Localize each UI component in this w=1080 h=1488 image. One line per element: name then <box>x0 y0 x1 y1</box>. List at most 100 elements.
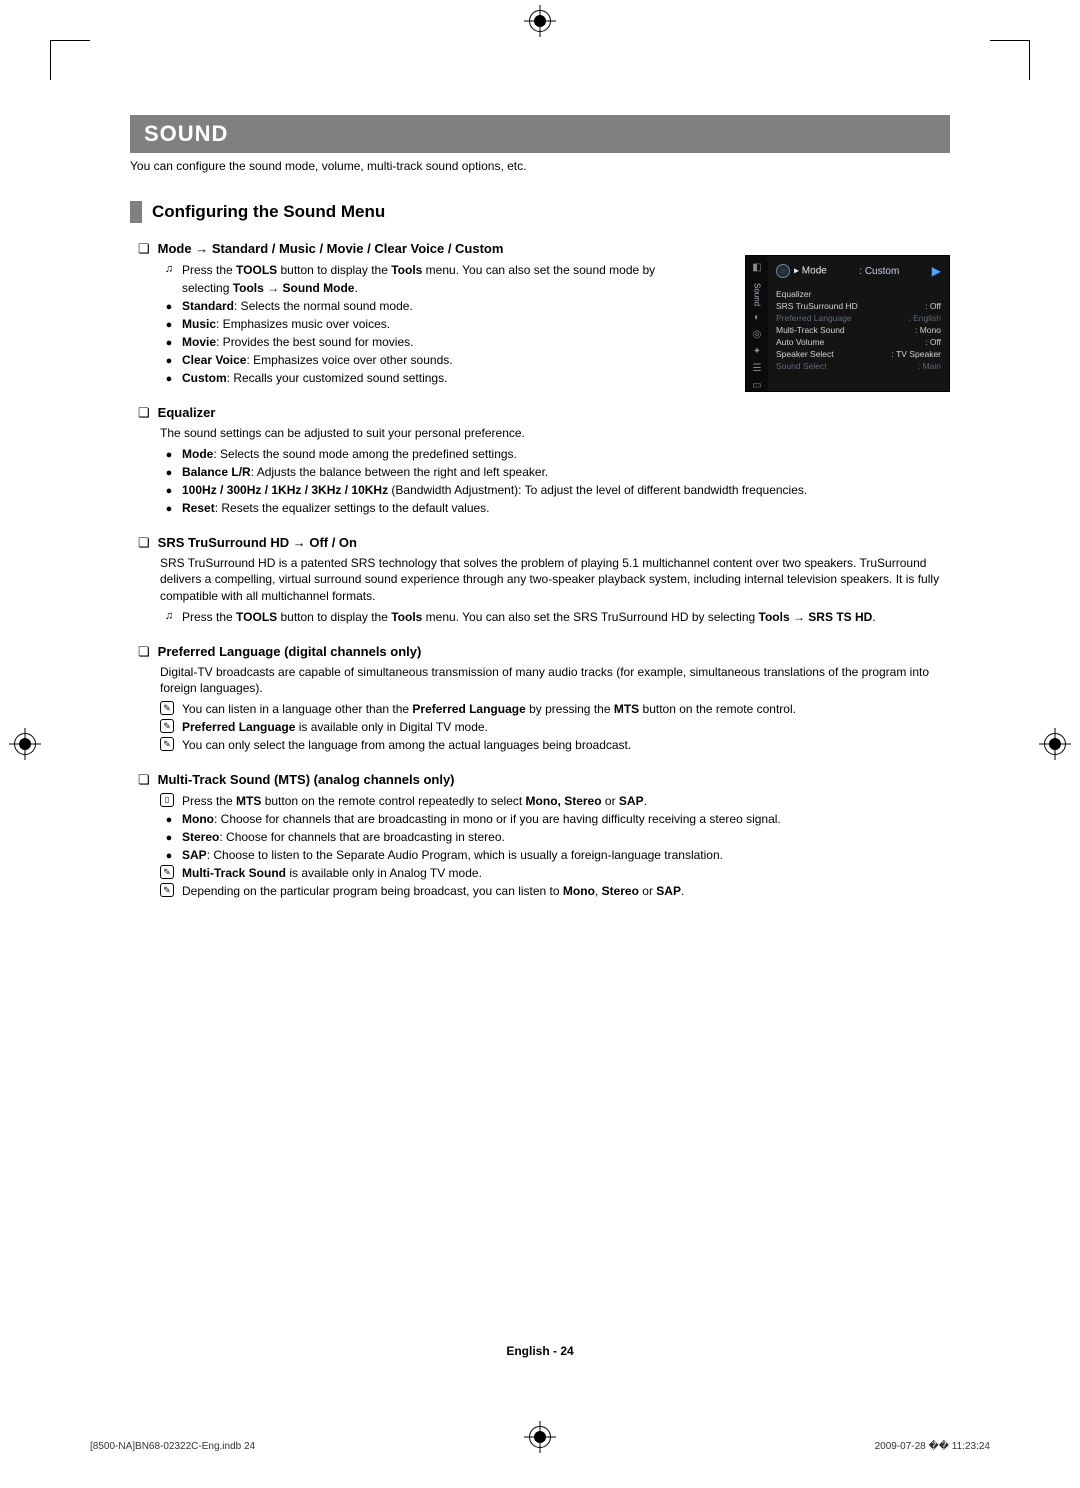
osd-row: SRS TruSurround HD: Off <box>774 300 943 312</box>
text-bold: Preferred Language <box>412 702 525 716</box>
subsection-heading: SRS TruSurround HD → Off / On <box>138 535 950 551</box>
intro-text: You can configure the sound mode, volume… <box>130 159 950 173</box>
list-item: ✎ Multi-Track Sound is available only in … <box>160 864 950 882</box>
text: or <box>602 794 619 808</box>
text-bold: Movie <box>182 335 216 349</box>
text-bold: MTS <box>236 794 261 808</box>
text: You can only select the language from am… <box>182 738 631 752</box>
text-bold: MTS <box>614 702 639 716</box>
remote-icon: ▯ <box>160 793 174 807</box>
osd-row-value: : Off <box>925 301 941 311</box>
subsection-mode: Mode → Standard / Music / Movie / Clear … <box>138 241 678 387</box>
text-bold: Balance L/R <box>182 465 251 479</box>
text-bold: SAP <box>619 794 644 808</box>
text-bold: SAP <box>182 848 207 862</box>
list-item: ●100Hz / 300Hz / 1KHz / 3KHz / 10KHz (Ba… <box>160 481 950 499</box>
subsection-srs: SRS TruSurround HD → Off / On SRS TruSur… <box>138 535 950 626</box>
tool-icon: ♫ <box>160 261 178 278</box>
bullet-icon: ● <box>160 447 178 464</box>
list-item: ●Movie: Provides the best sound for movi… <box>160 333 678 351</box>
footer-filename: [8500-NA]BN68-02322C-Eng.indb 24 <box>90 1441 255 1452</box>
footer-timestamp: 2009-07-28 �� 11:23:24 <box>875 1441 990 1452</box>
text-bold: Preferred Language <box>182 720 295 734</box>
osd-row: Auto Volume: Off <box>774 336 943 348</box>
osd-sidebar: ◧ Sound ◐ ◎ ✦ ☰ ▭ <box>746 256 768 391</box>
text-bold: TOOLS <box>236 263 277 277</box>
note-icon: ✎ <box>160 865 174 879</box>
page-number: English - 24 <box>506 1344 573 1358</box>
bullet-icon: ● <box>160 501 178 518</box>
osd-sidebar-icon: ✦ <box>753 346 761 357</box>
osd-selected-row: ▸ Mode : Custom ▶ <box>774 260 943 286</box>
text-bold: Multi-Track Sound <box>182 866 286 880</box>
registration-mark <box>529 10 551 32</box>
subsection-heading: Mode → Standard / Music / Movie / Clear … <box>138 241 678 257</box>
osd-row-value: : TV Speaker <box>892 349 941 359</box>
text: by pressing the <box>526 702 614 716</box>
text-bold: Mode <box>182 447 213 461</box>
osd-sidebar-label: Sound <box>753 279 762 306</box>
gear-icon <box>776 264 790 278</box>
subsection-heading: Preferred Language (digital channels onl… <box>138 644 950 660</box>
list-item: ● SAP: Choose to listen to the Separate A… <box>160 846 950 864</box>
text-bold: Mono <box>182 812 214 826</box>
text: is available only in Digital TV mode. <box>295 720 488 734</box>
registration-mark <box>14 733 36 755</box>
osd-body: ▸ Mode : Custom ▶ Equalizer SRS TruSurro… <box>768 256 949 391</box>
text: : Choose to listen to the Separate Audio… <box>207 848 723 862</box>
text: : Choose for channels that are broadcast… <box>214 812 781 826</box>
osd-row-value: : English <box>908 313 941 323</box>
item-list: ♫ Press the TOOLS button to display the … <box>160 261 678 387</box>
text: : Adjusts the balance between the right … <box>251 465 549 479</box>
text: is available only in Analog TV mode. <box>286 866 482 880</box>
bullet-icon: ● <box>160 848 178 865</box>
note-icon: ✎ <box>160 701 174 715</box>
osd-row: Speaker Select: TV Speaker <box>774 348 943 360</box>
text: . <box>872 610 875 624</box>
text: Press the <box>182 263 236 277</box>
text: . <box>644 794 647 808</box>
text-bold: Mono <box>563 884 595 898</box>
chevron-right-icon: ▶ <box>932 264 941 278</box>
bullet-icon: ● <box>160 483 178 500</box>
registration-mark <box>529 1426 551 1448</box>
osd-row: Sound Select: Main <box>774 360 943 372</box>
text: button to display the <box>277 610 391 624</box>
list-item: ✎You can only select the language from a… <box>160 736 950 754</box>
bullet-icon: ● <box>160 465 178 482</box>
text: : Recalls your customized sound settings… <box>227 371 448 385</box>
list-item: ✎Preferred Language is available only in… <box>160 718 950 736</box>
text-bold: TOOLS <box>236 610 277 624</box>
text: . <box>354 281 357 295</box>
osd-row: Preferred Language : English <box>774 312 943 324</box>
list-item: ●Clear Voice: Emphasizes voice over othe… <box>160 351 678 369</box>
text: : Choose for channels that are broadcast… <box>219 830 505 844</box>
list-item: ♫ Press the TOOLS button to display the … <box>160 261 678 297</box>
osd-sidebar-icon: ▭ <box>752 380 761 391</box>
bullet-icon: ● <box>160 830 178 847</box>
osd-sidebar-icon: ◎ <box>753 329 762 340</box>
text-bold: Stereo <box>602 884 639 898</box>
item-list: ▯ Press the MTS button on the remote con… <box>160 792 950 900</box>
bullet-icon: ● <box>160 353 178 370</box>
list-item: ●Mono: Choose for channels that are broa… <box>160 810 950 828</box>
osd-sidebar-icon: ◐ <box>754 312 760 323</box>
text: button on the remote control repeatedly … <box>261 794 525 808</box>
osd-sidebar-icon: ◧ <box>752 262 761 273</box>
paragraph: The sound settings can be adjusted to su… <box>160 425 950 441</box>
list-item: ✎ You can listen in a language other tha… <box>160 700 950 718</box>
subsection-heading: Equalizer <box>138 405 950 421</box>
text-bold: Music <box>182 317 216 331</box>
osd-row-label: Preferred Language <box>776 313 852 323</box>
text-bold: Stereo <box>182 830 219 844</box>
text-bold: Tools <box>391 263 422 277</box>
list-item: ●Mode: Selects the sound mode among the … <box>160 445 950 463</box>
list-item: ●Music: Emphasizes music over voices. <box>160 315 678 333</box>
crop-mark <box>990 40 1030 80</box>
list-item: ✎ Depending on the particular program be… <box>160 882 950 900</box>
text-bold: Tools → SRS TS HD <box>759 610 873 624</box>
list-item: ● Balance L/R: Adjusts the balance betwee… <box>160 463 950 481</box>
note-icon: ✎ <box>160 883 174 897</box>
osd-screenshot: ◧ Sound ◐ ◎ ✦ ☰ ▭ ▸ Mode : Custom ▶ Equa… <box>745 255 950 392</box>
osd-row-value: : Main <box>918 361 941 371</box>
